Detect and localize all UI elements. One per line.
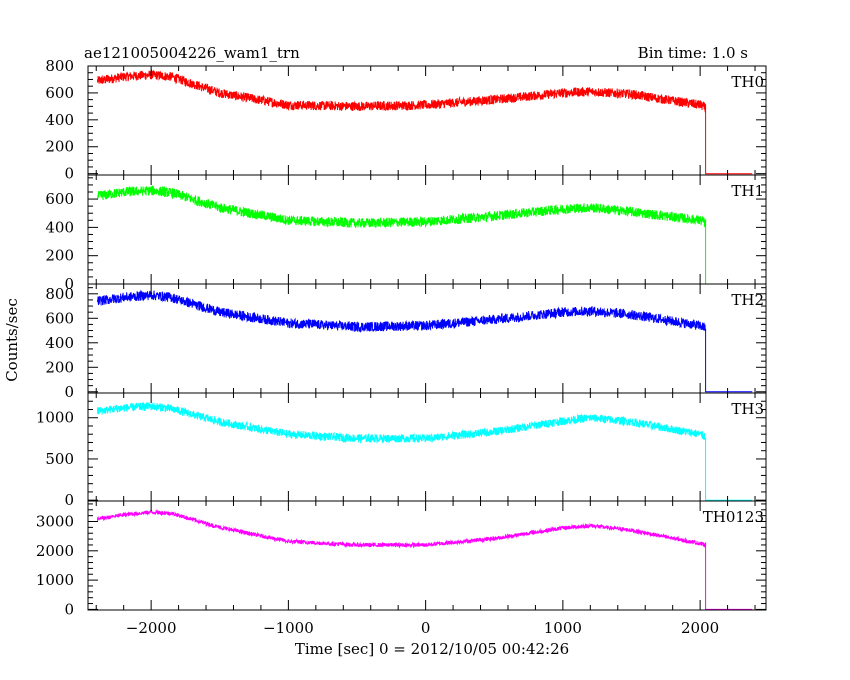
x-tick-label: 1000 [544, 619, 582, 637]
series-line-th2 [97, 289, 753, 393]
x-tick-label: 2000 [681, 619, 719, 637]
y-tick-label: 200 [45, 247, 74, 265]
chart-title: ae121005004226_wam1_trn [84, 44, 300, 62]
y-tick-label: 400 [45, 111, 74, 129]
y-tick-label: 3000 [36, 513, 74, 531]
series-line-th3 [97, 401, 753, 501]
panel-frame-th3 [87, 392, 767, 502]
y-tick-label: 600 [45, 309, 74, 327]
x-tick-label: 0 [421, 619, 431, 637]
y-tick-label: 800 [45, 285, 74, 303]
x-tick-label: −2000 [126, 619, 177, 637]
y-tick-label: 800 [45, 57, 74, 75]
y-tick-label: 0 [64, 165, 74, 183]
panel-frame-th0123 [87, 500, 767, 611]
y-tick-label: 2000 [36, 542, 74, 560]
y-tick-label: 200 [45, 358, 74, 376]
y-tick-label: 0 [64, 491, 74, 509]
series-label-th2: TH2 [731, 291, 764, 309]
y-tick-label: 1000 [36, 571, 74, 589]
y-tick-label: 400 [45, 334, 74, 352]
series-label-th3: TH3 [731, 400, 764, 418]
y-tick-label: 0 [64, 383, 74, 401]
series-label-th1: TH1 [731, 182, 764, 200]
y-tick-label: 400 [45, 218, 74, 236]
y-tick-label: 1000 [36, 409, 74, 427]
series-label-th0123: TH0123 [703, 508, 764, 526]
series-line-th1 [97, 185, 753, 285]
y-tick-label: 600 [45, 84, 74, 102]
series-line-th0123 [97, 508, 753, 610]
y-tick-label: 200 [45, 138, 74, 156]
y-tick-label: 500 [45, 450, 74, 468]
series-line-th0 [97, 69, 753, 175]
x-tick-label: −1000 [263, 619, 314, 637]
y-tick-label: 0 [64, 275, 74, 293]
bin-time-label: Bin time: 1.0 s [637, 44, 748, 62]
panel-frame-th1 [87, 174, 767, 285]
series-label-th0: TH0 [731, 73, 764, 91]
x-axis-title: Time [sec] 0 = 2012/10/05 00:42:26 [294, 640, 570, 658]
y-tick-label: 0 [64, 600, 74, 618]
y-tick-label: 600 [45, 190, 74, 208]
